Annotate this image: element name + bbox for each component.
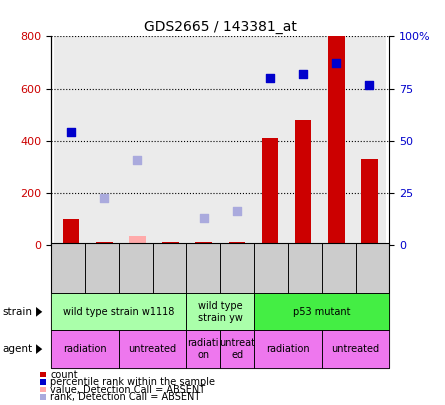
Text: radiation: radiation [63,344,107,354]
Bar [121,36,154,245]
Point [233,208,240,214]
Text: agent: agent [2,344,32,354]
Text: untreated: untreated [332,344,380,354]
Point [68,128,75,135]
Bar [295,120,312,245]
Text: untreat
ed: untreat ed [219,338,255,360]
Text: untreated: untreated [129,344,177,354]
Text: p53 mutant: p53 mutant [293,307,351,317]
Bar [129,236,146,245]
Point [101,195,108,201]
Bar [320,36,353,245]
Point [267,75,274,81]
Bar [88,36,121,245]
Bar [254,36,287,245]
Text: wild type
strain yw: wild type strain yw [198,301,243,323]
Bar [328,36,344,245]
Text: wild type strain w1118: wild type strain w1118 [63,307,174,317]
Bar [353,36,386,245]
Bar [54,36,88,245]
Bar [63,219,79,245]
Title: GDS2665 / 143381_at: GDS2665 / 143381_at [144,20,297,34]
Text: rank, Detection Call = ABSENT: rank, Detection Call = ABSENT [50,392,201,402]
Bar [220,36,254,245]
Point [134,157,141,164]
Point [366,81,373,88]
Bar [96,243,113,245]
Bar [229,243,245,245]
Bar [187,36,220,245]
Bar [162,243,179,245]
Bar [361,159,378,245]
Text: radiation: radiation [266,344,310,354]
Bar [154,36,187,245]
Bar [262,138,278,245]
Text: percentile rank within the sample: percentile rank within the sample [50,377,215,387]
Text: count: count [50,370,78,379]
Text: radiati
on: radiati on [188,338,219,360]
Text: value, Detection Call = ABSENT: value, Detection Call = ABSENT [50,385,206,394]
Point [200,214,207,221]
Bar [195,243,212,245]
Text: strain: strain [2,307,32,317]
Point [333,59,340,66]
Point [299,71,307,77]
Bar [287,36,320,245]
